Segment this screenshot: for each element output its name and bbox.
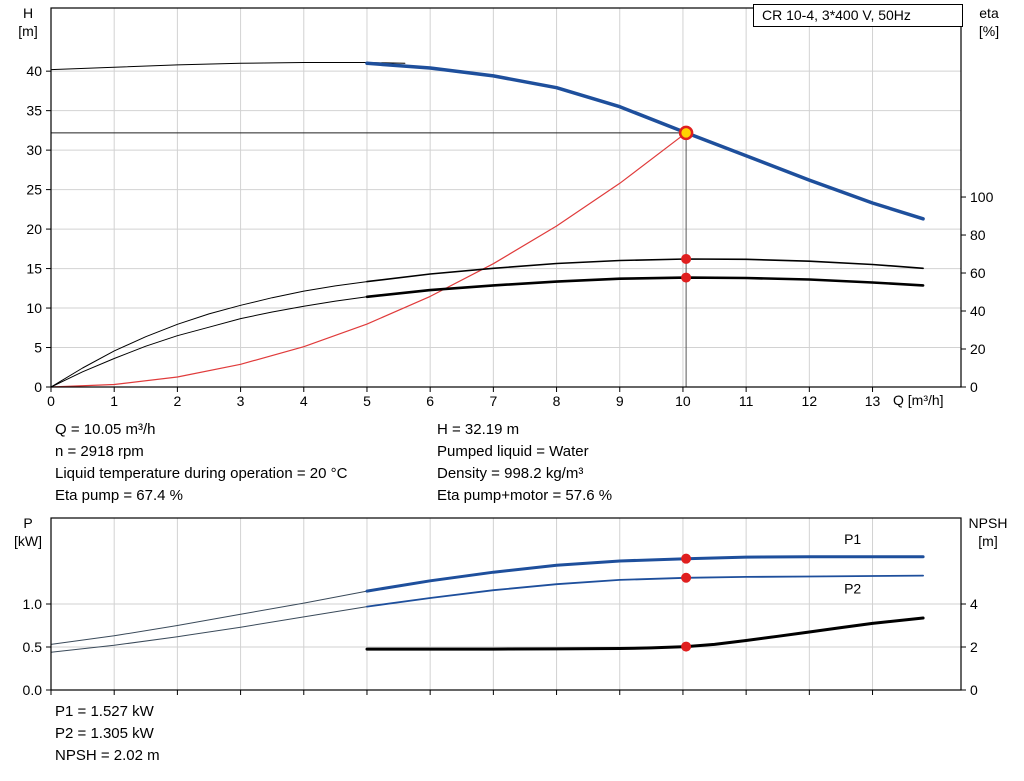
result-p2: P2 = 1.305 kW [55, 725, 154, 742]
q-axis-unit-label: Q [m³/h] [893, 392, 944, 408]
npsh-axis-label-unit: [m] [978, 533, 998, 549]
svg-text:13: 13 [865, 393, 881, 409]
p-axis-label-unit: [kW] [14, 533, 42, 549]
result-p1: P1 = 1.527 kW [55, 703, 154, 720]
svg-text:0: 0 [970, 682, 978, 698]
npsh-point [681, 641, 692, 652]
power-npsh-chart: P1 P2 0.0 0.5 1.0 0 2 4 [23, 517, 978, 698]
eta-pump-motor-point [681, 272, 692, 283]
svg-text:10: 10 [675, 393, 691, 409]
p2-curve [366, 574, 924, 608]
svg-text:30: 30 [26, 142, 42, 158]
duty-info-column-right: H = 32.19 m Pumped liquid = Water Densit… [437, 419, 612, 507]
svg-text:20: 20 [970, 341, 986, 357]
svg-text:4: 4 [300, 393, 308, 409]
qh-efficiency-chart: 0 1 2 3 4 5 6 7 8 9 10 11 12 130510152025303540020406… [26, 7, 994, 409]
svg-text:0: 0 [970, 379, 978, 395]
eta-axis-label: eta [%] [966, 4, 1012, 40]
h-axis-label: H [m] [8, 4, 48, 40]
info-liquid-temperature: Liquid temperature during operation = 20… [55, 465, 348, 482]
svg-text:5: 5 [34, 340, 42, 356]
p2-label: P2 [844, 581, 861, 597]
svg-text:60: 60 [970, 265, 986, 281]
svg-text:12: 12 [802, 393, 818, 409]
svg-text:40: 40 [970, 303, 986, 319]
svg-text:11: 11 [739, 393, 754, 409]
svg-text:15: 15 [26, 261, 42, 277]
svg-text:6: 6 [426, 393, 434, 409]
p-axis-label: P [kW] [8, 514, 48, 550]
p1-low-flow [50, 590, 368, 645]
svg-text:0.0: 0.0 [23, 682, 43, 698]
svg-text:3: 3 [237, 393, 245, 409]
system-curve [50, 132, 687, 388]
svg-text:2: 2 [970, 639, 978, 655]
svg-text:80: 80 [970, 227, 986, 243]
svg-text:4: 4 [970, 596, 978, 612]
eta-axis-label-symbol: eta [979, 5, 999, 21]
info-pumped-liquid: Pumped liquid = Water [437, 443, 589, 460]
info-speed: n = 2918 rpm [55, 443, 144, 460]
duty-point [678, 125, 694, 141]
npsh-axis-label-symbol: NPSH [968, 515, 1008, 531]
h-axis-label-symbol: H [22, 5, 34, 21]
svg-text:10: 10 [26, 300, 42, 316]
svg-text:9: 9 [616, 393, 624, 409]
svg-text:40: 40 [26, 63, 42, 79]
p1-label: P1 [844, 531, 861, 547]
eta-pump-low-flow [50, 281, 368, 388]
svg-text:8: 8 [553, 393, 561, 409]
npsh-axis-label: NPSH [m] [958, 514, 1018, 550]
p2-point [681, 572, 692, 583]
svg-text:2: 2 [173, 393, 181, 409]
pump-curve [365, 61, 925, 221]
pump-curve-low-flow [50, 62, 406, 71]
svg-text:20: 20 [26, 221, 42, 237]
h-axis-label-unit: [m] [18, 23, 38, 39]
svg-text:7: 7 [489, 393, 497, 409]
pump-model-box: CR 10-4, 3*400 V, 50Hz [753, 4, 963, 27]
p2-low-flow [50, 606, 368, 653]
eta-pump-point [681, 253, 692, 264]
npsh-curve [365, 616, 925, 651]
p1-point [681, 553, 692, 564]
svg-text:0.5: 0.5 [23, 639, 43, 655]
p-axis-label-symbol: P [23, 515, 33, 531]
svg-text:0: 0 [34, 379, 42, 395]
svg-text:25: 25 [26, 182, 42, 198]
svg-text:5: 5 [363, 393, 371, 409]
duty-info-column-left: Q = 10.05 m³/h n = 2918 rpm Liquid tempe… [55, 419, 347, 507]
eta-pump-motor-low-flow [50, 296, 368, 388]
info-head: H = 32.19 m [437, 421, 520, 438]
svg-text:100: 100 [970, 189, 994, 205]
info-eta-pump: Eta pump = 67.4 % [55, 487, 183, 504]
svg-text:1.0: 1.0 [23, 596, 43, 612]
p1-curve [365, 555, 925, 593]
info-flow: Q = 10.05 m³/h [55, 421, 156, 438]
svg-text:35: 35 [26, 103, 42, 119]
eta-axis-label-unit: [%] [978, 23, 1000, 39]
info-density: Density = 998.2 kg/m³ [437, 465, 584, 482]
eta-pump [366, 258, 924, 283]
eta-pump-motor [365, 276, 925, 299]
info-eta-pump-motor: Eta pump+motor = 57.6 % [437, 487, 613, 504]
svg-text:1: 1 [110, 393, 118, 409]
result-npsh: NPSH = 2.02 m [55, 747, 160, 764]
result-values-block: P1 = 1.527 kW P2 = 1.305 kW NPSH = 2.02 … [55, 701, 160, 767]
svg-text:0: 0 [47, 393, 55, 409]
